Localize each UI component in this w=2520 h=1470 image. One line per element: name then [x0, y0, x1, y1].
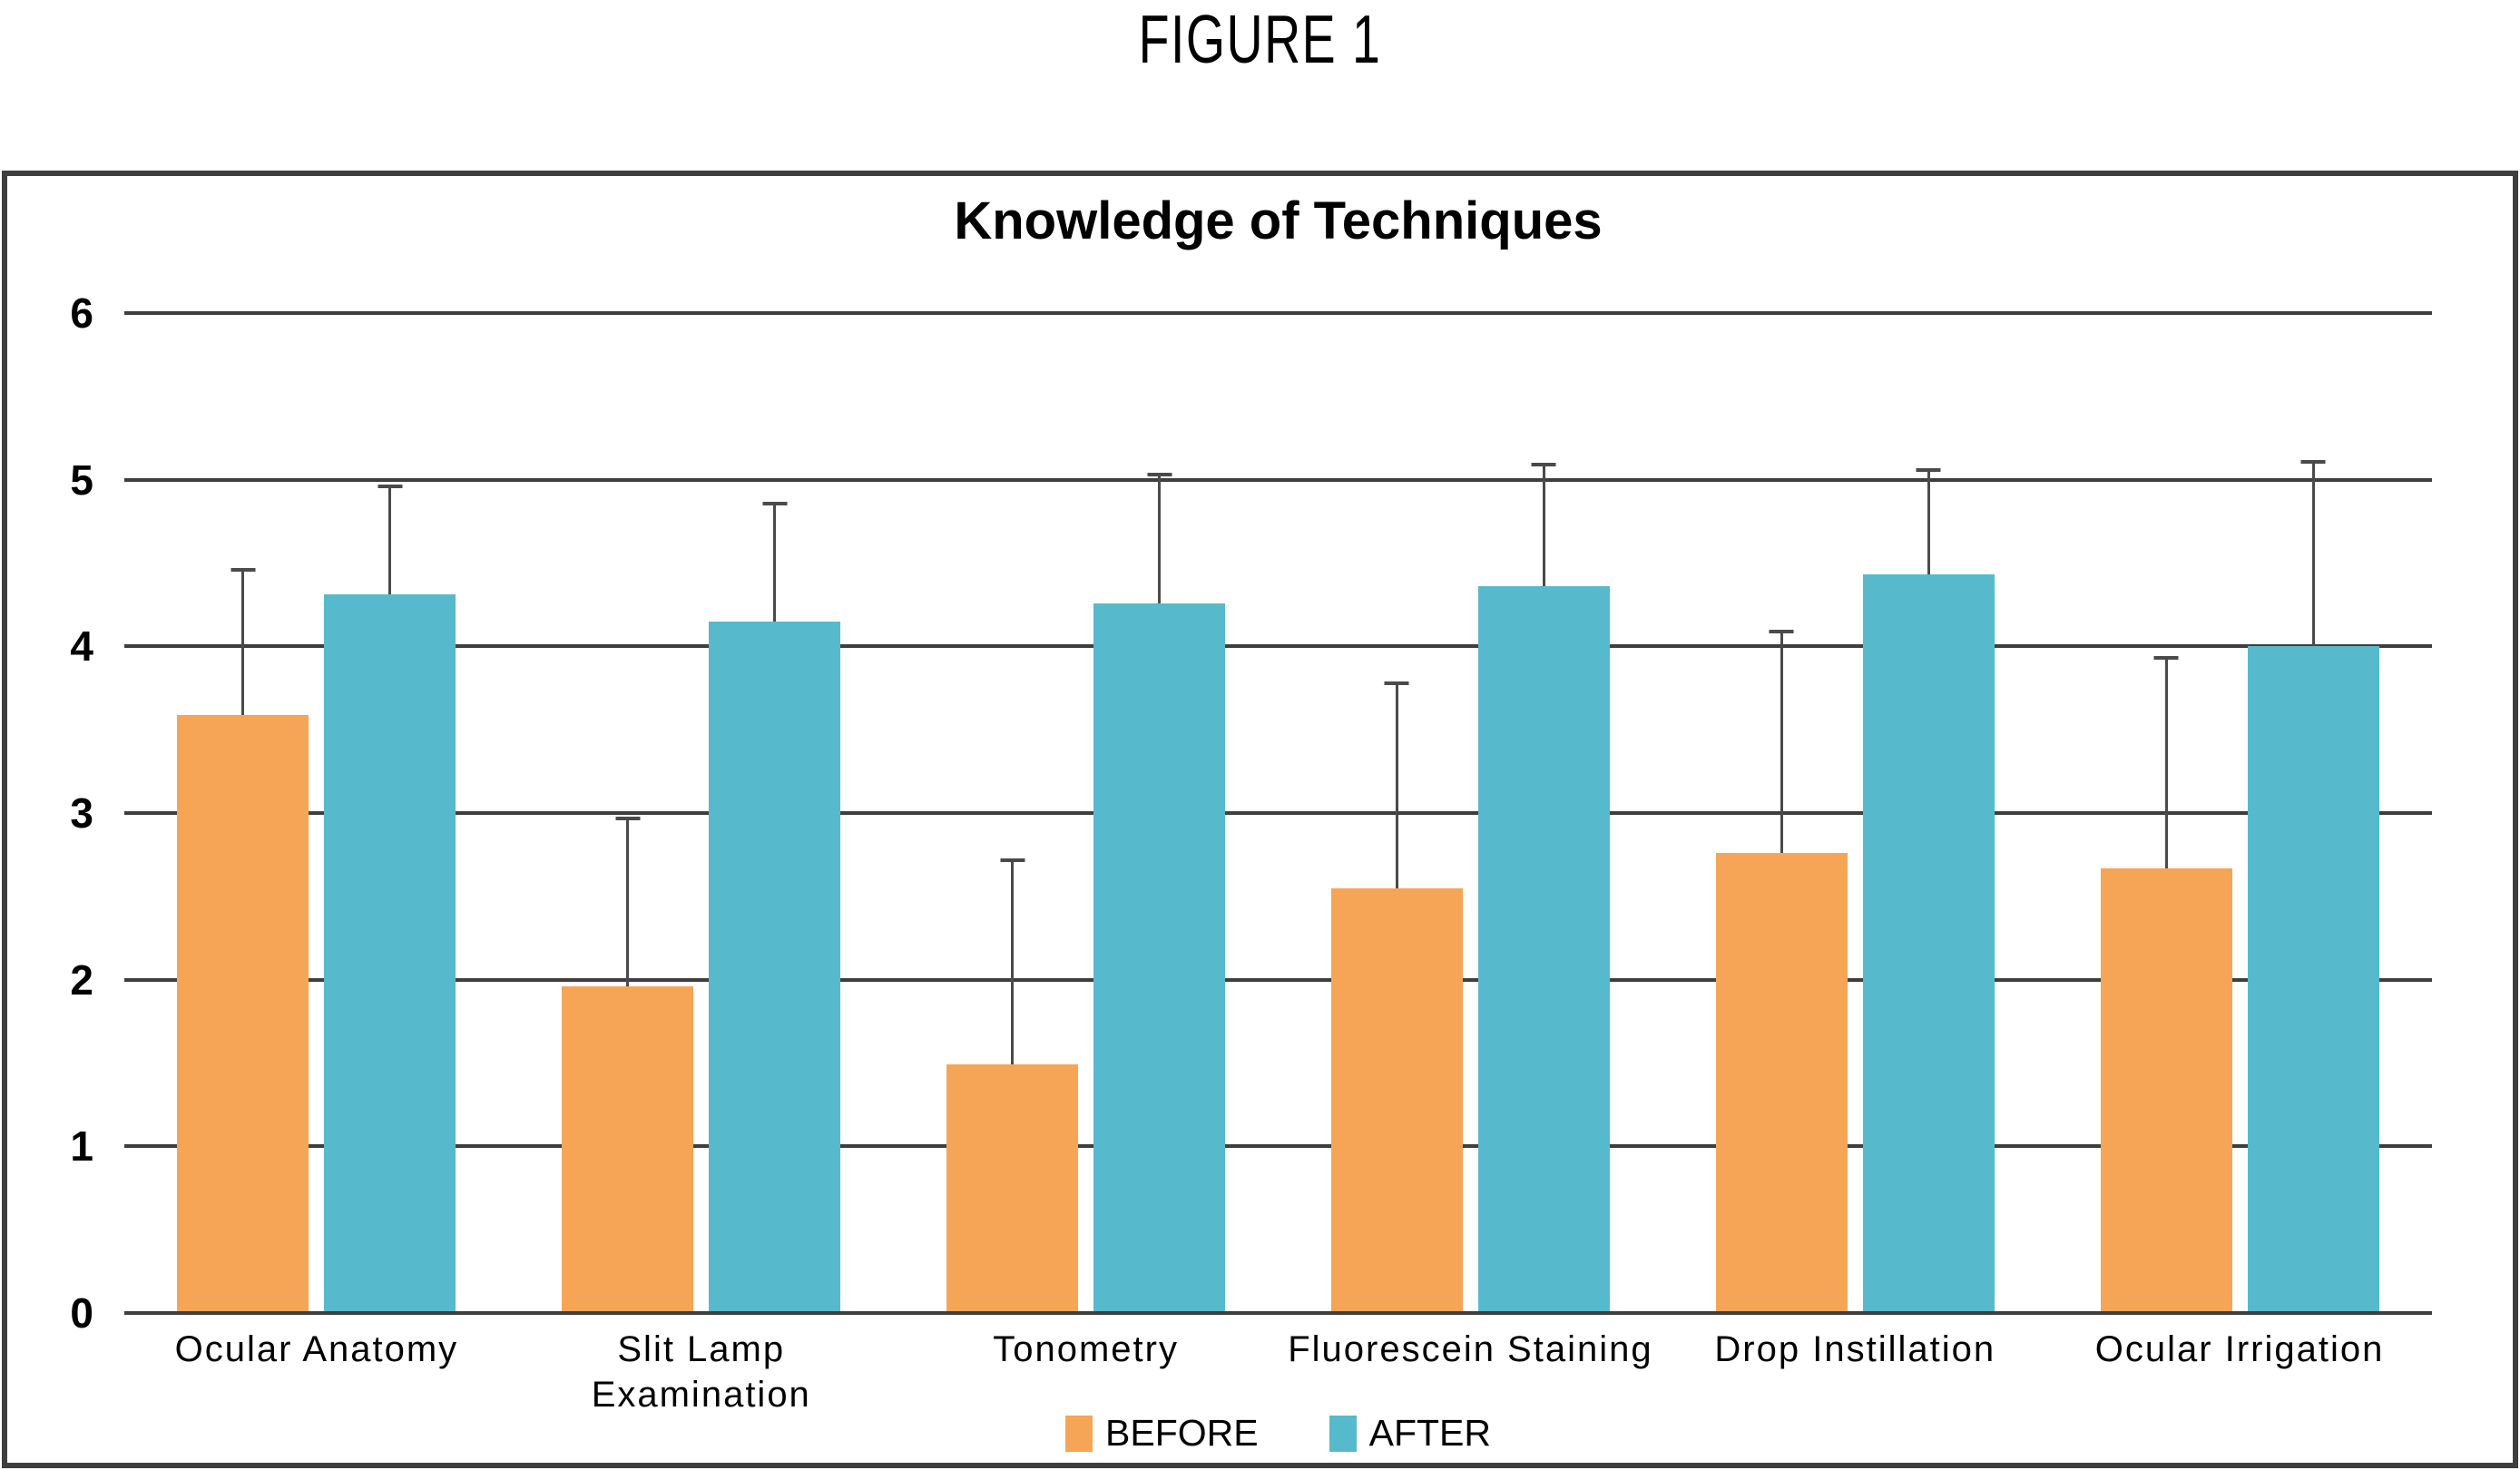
error-bar — [1916, 467, 1941, 575]
x-axis-line — [124, 1311, 2432, 1315]
gridline — [124, 477, 2432, 482]
bar-before — [562, 986, 694, 1313]
legend-label-after: AFTER — [1368, 1412, 1491, 1454]
error-bar — [2300, 459, 2326, 647]
chart-title: Knowledge of Techniques — [954, 191, 1603, 250]
bar-after — [1093, 603, 1226, 1313]
y-axis-tick-label: 0 — [70, 1289, 93, 1337]
legend-label-before: BEFORE — [1105, 1412, 1259, 1454]
y-axis-tick-label: 3 — [70, 789, 93, 837]
plot-area — [124, 311, 2432, 1315]
bar-after — [1477, 586, 1610, 1313]
bar-before — [177, 714, 309, 1313]
error-bar — [378, 485, 403, 595]
y-axis-tick-label: 5 — [70, 456, 93, 504]
gridline — [124, 1144, 2432, 1149]
y-axis-tick-label: 2 — [70, 956, 93, 1004]
x-axis-category-label: Fluorescein Staining — [1288, 1329, 1653, 1369]
error-bar — [2153, 656, 2179, 868]
figure-title: FIGURE 1 — [1138, 1, 1382, 77]
error-bar-cap — [762, 501, 788, 505]
gridline — [124, 977, 2432, 982]
y-axis-tick-label: 6 — [70, 289, 93, 337]
error-bar-cap — [2153, 656, 2179, 661]
gridline — [124, 811, 2432, 815]
error-bar — [1147, 473, 1172, 603]
y-axis-tick-label: 4 — [70, 622, 93, 671]
bar-after — [2247, 646, 2379, 1313]
error-bar — [615, 816, 641, 987]
x-axis-category-label: Drop Instillation — [1714, 1329, 1996, 1369]
error-bar-cap — [1531, 463, 1556, 467]
y-axis-tick-label: 1 — [70, 1122, 93, 1171]
bar-before — [1715, 853, 1848, 1313]
error-bar-cap — [378, 485, 403, 489]
legend: BEFORE AFTER — [124, 1412, 2432, 1455]
gridline — [124, 311, 2432, 315]
error-bar — [762, 501, 788, 622]
bar-before — [2100, 867, 2232, 1313]
x-axis-category-label: Ocular Anatomy — [174, 1329, 459, 1369]
error-bar-cap — [1769, 629, 1794, 633]
bar-before — [1330, 887, 1463, 1313]
error-bar-cap — [1384, 681, 1409, 685]
legend-swatch-before — [1065, 1415, 1093, 1452]
bar-after — [324, 594, 456, 1313]
error-bar-cap — [1000, 858, 1025, 862]
error-bar — [1000, 858, 1025, 1065]
bar-before — [946, 1064, 1079, 1313]
legend-item-after: AFTER — [1329, 1412, 1491, 1455]
x-axis-category-label: Tonometry — [993, 1329, 1179, 1369]
bar-after — [709, 621, 841, 1313]
legend-swatch-after — [1329, 1415, 1357, 1452]
error-bar — [1531, 463, 1556, 587]
x-axis-category-label: Slit Lamp Examination — [591, 1329, 811, 1415]
error-bar — [1384, 681, 1409, 888]
error-bar-cap — [615, 816, 641, 820]
error-bar-cap — [1147, 473, 1172, 477]
error-bar-cap — [230, 568, 256, 573]
x-axis-category-label: Ocular Irrigation — [2094, 1329, 2385, 1369]
legend-item-before: BEFORE — [1065, 1412, 1259, 1455]
bar-after — [1862, 574, 1995, 1313]
error-bar-cap — [1916, 467, 1941, 472]
error-bar-cap — [2300, 459, 2326, 464]
gridline — [124, 644, 2432, 649]
error-bar — [230, 568, 256, 715]
error-bar — [1769, 629, 1794, 854]
